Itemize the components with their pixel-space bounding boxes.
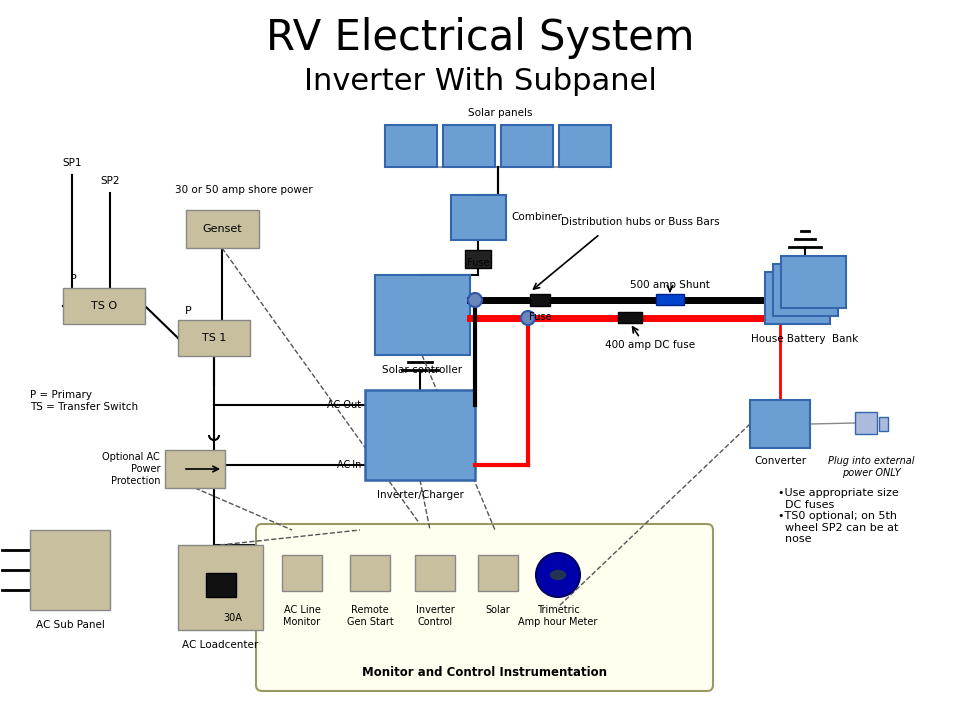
Text: Combiner: Combiner bbox=[511, 212, 562, 222]
Text: Remote
Gen Start: Remote Gen Start bbox=[347, 605, 394, 626]
Text: SP1: SP1 bbox=[62, 158, 82, 168]
Text: Distribution hubs or Buss Bars: Distribution hubs or Buss Bars bbox=[561, 217, 719, 227]
FancyBboxPatch shape bbox=[559, 125, 611, 167]
Text: 30A: 30A bbox=[224, 613, 243, 623]
Text: Inverter/Charger: Inverter/Charger bbox=[376, 490, 464, 500]
FancyBboxPatch shape bbox=[478, 555, 518, 591]
Text: Optional AC
Power
Protection: Optional AC Power Protection bbox=[103, 452, 160, 485]
FancyBboxPatch shape bbox=[63, 288, 145, 324]
Text: 500 amp Shunt: 500 amp Shunt bbox=[630, 280, 710, 290]
Text: SP2: SP2 bbox=[100, 176, 120, 186]
Text: •Use appropriate size
  DC fuses
•TS0 optional; on 5th
  wheel SP2 can be at
  n: •Use appropriate size DC fuses •TS0 opti… bbox=[778, 488, 899, 544]
Circle shape bbox=[536, 553, 580, 597]
Text: Monitor and Control Instrumentation: Monitor and Control Instrumentation bbox=[362, 667, 607, 680]
Text: Solar panels: Solar panels bbox=[468, 108, 532, 118]
FancyBboxPatch shape bbox=[855, 412, 877, 434]
FancyBboxPatch shape bbox=[765, 272, 830, 324]
Text: Plug into external
power ONLY: Plug into external power ONLY bbox=[828, 456, 914, 477]
FancyBboxPatch shape bbox=[350, 555, 390, 591]
FancyBboxPatch shape bbox=[165, 450, 225, 488]
FancyBboxPatch shape bbox=[451, 195, 506, 240]
Text: Solar controller: Solar controller bbox=[382, 365, 462, 375]
Text: AC Out: AC Out bbox=[326, 400, 361, 410]
FancyBboxPatch shape bbox=[282, 555, 322, 591]
FancyBboxPatch shape bbox=[465, 250, 491, 268]
FancyBboxPatch shape bbox=[415, 555, 455, 591]
FancyBboxPatch shape bbox=[530, 294, 550, 306]
FancyBboxPatch shape bbox=[365, 390, 475, 480]
Text: Genset: Genset bbox=[203, 224, 242, 234]
FancyBboxPatch shape bbox=[781, 256, 846, 308]
Text: Solar: Solar bbox=[486, 605, 511, 615]
Text: TS 1: TS 1 bbox=[202, 333, 227, 343]
FancyBboxPatch shape bbox=[501, 125, 553, 167]
FancyBboxPatch shape bbox=[879, 417, 888, 431]
Text: P: P bbox=[70, 274, 77, 284]
FancyBboxPatch shape bbox=[186, 210, 259, 248]
Text: P: P bbox=[184, 306, 191, 316]
Text: Fuse: Fuse bbox=[467, 258, 490, 268]
FancyBboxPatch shape bbox=[178, 320, 250, 356]
Text: 400 amp DC fuse: 400 amp DC fuse bbox=[605, 340, 695, 350]
Circle shape bbox=[521, 311, 535, 325]
Text: RV Electrical System: RV Electrical System bbox=[266, 17, 694, 59]
Circle shape bbox=[468, 293, 482, 307]
Text: Trimetric
Amp hour Meter: Trimetric Amp hour Meter bbox=[518, 605, 598, 626]
FancyBboxPatch shape bbox=[178, 545, 263, 630]
Ellipse shape bbox=[550, 570, 565, 580]
Text: AC In: AC In bbox=[337, 460, 361, 470]
Text: Inverter With Subpanel: Inverter With Subpanel bbox=[303, 68, 657, 96]
FancyBboxPatch shape bbox=[385, 125, 437, 167]
Text: AC Loadcenter: AC Loadcenter bbox=[181, 640, 258, 650]
Text: TS O: TS O bbox=[91, 301, 117, 311]
FancyBboxPatch shape bbox=[375, 275, 470, 355]
FancyBboxPatch shape bbox=[206, 573, 236, 597]
Text: Converter: Converter bbox=[754, 456, 806, 466]
FancyBboxPatch shape bbox=[656, 294, 684, 305]
Text: House Battery  Bank: House Battery Bank bbox=[752, 334, 858, 344]
FancyBboxPatch shape bbox=[30, 530, 110, 610]
Text: 30 or 50 amp shore power: 30 or 50 amp shore power bbox=[175, 185, 313, 195]
Text: Fuse: Fuse bbox=[529, 312, 551, 322]
FancyBboxPatch shape bbox=[443, 125, 495, 167]
FancyBboxPatch shape bbox=[618, 312, 642, 323]
Text: Inverter
Control: Inverter Control bbox=[416, 605, 454, 626]
FancyBboxPatch shape bbox=[256, 524, 713, 691]
Text: P = Primary
TS = Transfer Switch: P = Primary TS = Transfer Switch bbox=[30, 390, 138, 412]
FancyBboxPatch shape bbox=[750, 400, 810, 448]
Text: AC Sub Panel: AC Sub Panel bbox=[36, 620, 105, 630]
Text: AC Line
Monitor: AC Line Monitor bbox=[283, 605, 321, 626]
FancyBboxPatch shape bbox=[773, 264, 838, 316]
